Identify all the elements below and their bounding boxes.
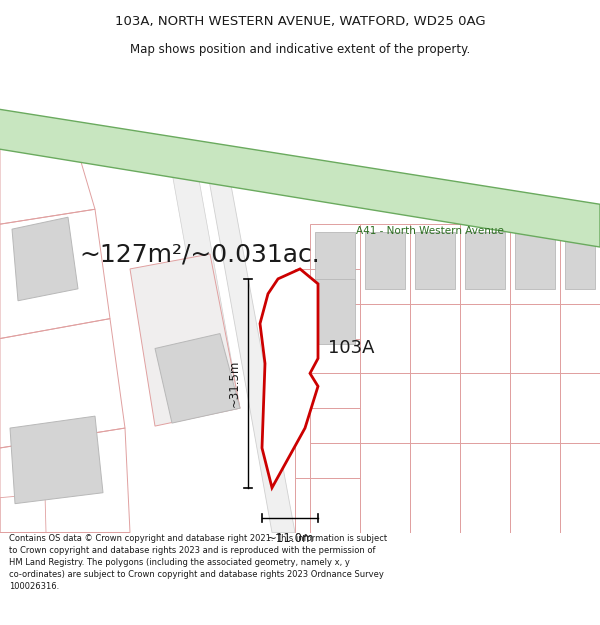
Polygon shape <box>0 107 600 247</box>
Polygon shape <box>465 232 505 289</box>
Polygon shape <box>155 334 240 423</box>
Text: ~31.5m: ~31.5m <box>227 359 241 407</box>
Text: A41 - North Western Avenue: A41 - North Western Avenue <box>356 226 504 236</box>
Text: Contains OS data © Crown copyright and database right 2021. This information is : Contains OS data © Crown copyright and d… <box>9 534 387 591</box>
Polygon shape <box>170 158 240 413</box>
Polygon shape <box>205 152 295 532</box>
Polygon shape <box>315 232 355 289</box>
Polygon shape <box>365 232 405 289</box>
Polygon shape <box>12 217 78 301</box>
Polygon shape <box>130 254 240 426</box>
Text: ~127m²/~0.031ac.: ~127m²/~0.031ac. <box>80 242 320 266</box>
Text: ~11.0m: ~11.0m <box>266 531 314 544</box>
Text: 103A: 103A <box>328 339 374 357</box>
Polygon shape <box>260 269 318 488</box>
Polygon shape <box>300 279 355 344</box>
Text: Map shows position and indicative extent of the property.: Map shows position and indicative extent… <box>130 43 470 56</box>
Polygon shape <box>515 232 555 289</box>
Polygon shape <box>10 416 103 504</box>
Polygon shape <box>415 232 455 289</box>
Text: 103A, NORTH WESTERN AVENUE, WATFORD, WD25 0AG: 103A, NORTH WESTERN AVENUE, WATFORD, WD2… <box>115 16 485 28</box>
Polygon shape <box>565 232 595 289</box>
